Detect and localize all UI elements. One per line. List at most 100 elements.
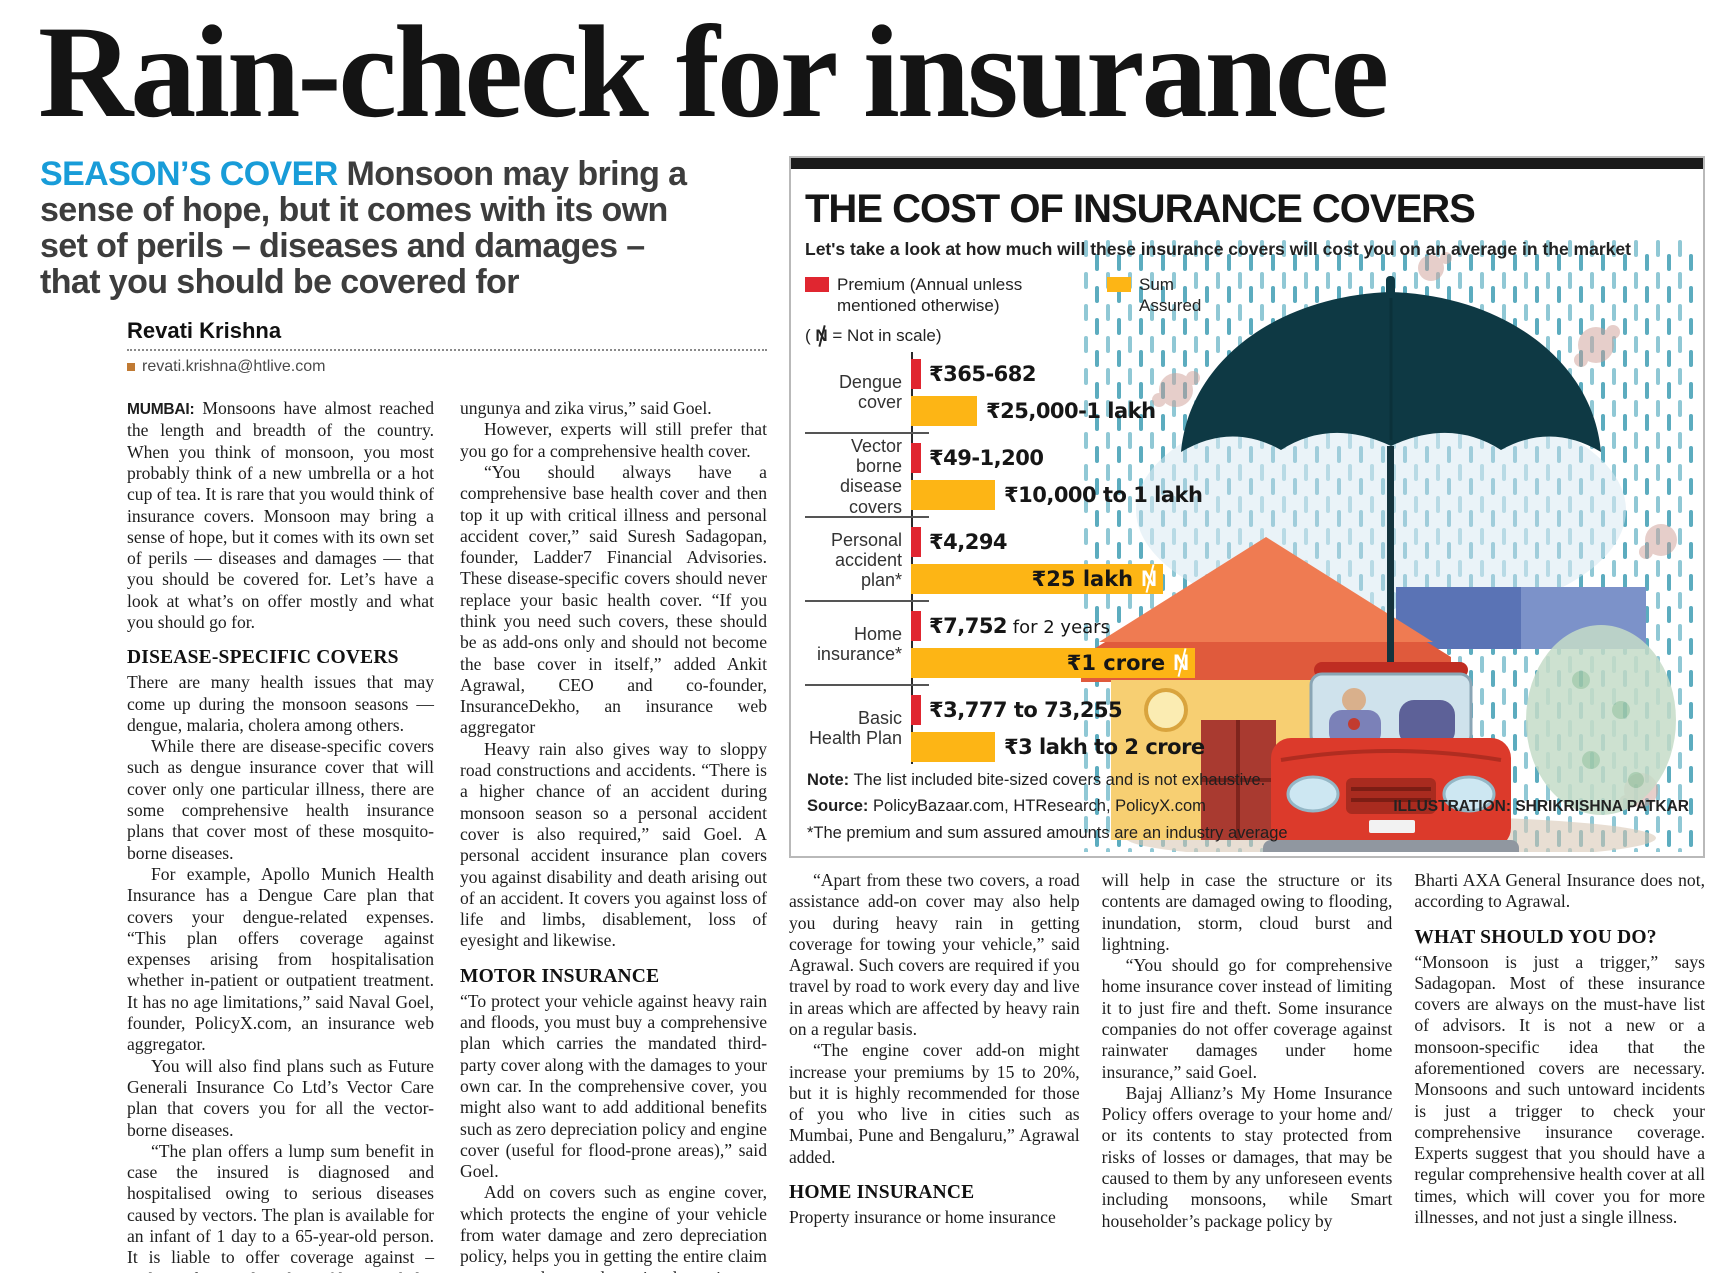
chart-row-home-insurance: Home insurance* ₹7,752 for 2 years ₹1 cr… <box>805 602 1245 687</box>
premium-bar <box>911 694 921 725</box>
premium-value: ₹7,752 for 2 years <box>929 613 1110 638</box>
sum-value: ₹25,000-1 lakh <box>986 398 1156 423</box>
sum-swatch-icon <box>1107 276 1131 292</box>
kicker-text: Monsoon may bring a sense of hope, but i… <box>40 154 687 301</box>
paragraph: There are many health issues that may co… <box>127 672 434 735</box>
right-block: THE COST OF INSURANCE COVERS Let's take … <box>789 155 1705 1273</box>
chart-row-basic-health: Basic Health Plan ₹3,777 to 73,255 ₹3 la… <box>805 686 1245 770</box>
infographic: THE COST OF INSURANCE COVERS Let's take … <box>789 155 1705 858</box>
not-in-scale-icon: N <box>815 326 828 346</box>
kicker: SEASON’S COVER Monsoon may bring a sense… <box>40 156 695 300</box>
not-in-scale-icon: N <box>1173 649 1189 675</box>
premium-swatch-icon <box>805 276 829 292</box>
author-email[interactable]: revati.krishna@htlive.com <box>142 358 326 376</box>
paragraph: “The engine cover add-on might increase … <box>789 1040 1080 1167</box>
article-column-4: will help in case the structure or its c… <box>1102 870 1393 1232</box>
infographic-title: THE COST OF INSURANCE COVERS <box>805 186 1476 231</box>
not-in-scale-icon: N <box>1141 565 1157 591</box>
paragraph: You will also find plans such as Future … <box>127 1055 434 1140</box>
premium-bar <box>911 358 921 389</box>
passenger <box>1399 699 1455 746</box>
sum-value: ₹25 lakh <box>1031 566 1134 591</box>
section-header-home: HOME INSURANCE <box>789 1182 975 1204</box>
sum-value: ₹1 crore <box>1066 650 1166 675</box>
note-text: Note: The list included bite-sized cover… <box>807 770 1266 789</box>
chart-row-vector-borne: Vector borne disease covers ₹49-1,200 ₹1… <box>805 434 1245 519</box>
infographic-notes: Note: The list included bite-sized cover… <box>807 767 1288 846</box>
source-text: Source: PolicyBazaar.com, HTResearch, Po… <box>807 797 1206 816</box>
lead-text: Monsoons have almost reached the length … <box>127 398 434 632</box>
paragraph: “Monsoon is just a trigger,” says Sadago… <box>1414 951 1706 1228</box>
paragraph: “To protect your vehicle against heavy r… <box>460 990 767 1182</box>
paragraph: “Apart from these two covers, a road ass… <box>789 869 1080 1039</box>
headline: Rain-check for insurance <box>38 0 1389 145</box>
premium-value: ₹365-682 <box>929 361 1037 386</box>
paragraph: However, experts will still prefer that … <box>460 419 767 461</box>
paragraph: ungunya and zika virus,” said Goel. <box>460 398 712 419</box>
paragraph: Property insurance or home insurance <box>789 1207 1056 1228</box>
kicker-label: SEASON’S COVER <box>40 154 338 193</box>
bush-icon <box>1526 624 1676 815</box>
car-icon <box>1263 661 1519 852</box>
cost-chart: Dengue cover ₹365-682 ₹25,000-1 lakh <box>805 350 1245 770</box>
paragraph: Bharti AXA General Insurance does not, a… <box>1414 869 1706 912</box>
article-column-1: MUMBAI: Monsoons have almost reached the… <box>127 398 434 1273</box>
row-label: Basic Health Plan <box>808 708 902 749</box>
chart-axis <box>911 352 913 765</box>
paragraph: “You should go for comprehensive home in… <box>1101 955 1393 1082</box>
paragraph: For example, Apollo Munich Health Insura… <box>127 863 434 1055</box>
chart-row-personal-accident: Personal accident plan* ₹4,294 ₹25 lakh <box>805 518 1245 603</box>
article-column-3: “Apart from these two covers, a road ass… <box>789 870 1080 1232</box>
sum-bar: ₹1 crore N <box>911 647 1195 678</box>
chart-row-dengue: Dengue cover ₹365-682 ₹25,000-1 lakh <box>805 350 1245 435</box>
article-column-5: Bharti AXA General Insurance does not, a… <box>1414 870 1705 1232</box>
row-label: Dengue cover <box>838 372 902 413</box>
scale-note: ( N = Not in scale) <box>805 326 942 346</box>
paragraph: MUMBAI: Monsoons have almost reached the… <box>127 398 434 633</box>
sum-value: ₹3 lakh to 2 crore <box>1004 734 1205 759</box>
main-layout: SEASON’S COVER Monsoon may bring a sense… <box>40 156 1705 1273</box>
paragraph: will help in case the structure or its c… <box>1101 869 1393 954</box>
paragraph: Add on covers such as engine cover, whic… <box>460 1182 767 1273</box>
legend-sum: Sum Assured <box>1107 274 1219 317</box>
monsoon-illustration <box>1081 239 1699 852</box>
article-left-block: SEASON’S COVER Monsoon may bring a sense… <box>40 156 767 1273</box>
row-label: Personal accident plan* <box>830 530 902 591</box>
paragraph: Bajaj Allianz’s My Home Insurance Policy… <box>1101 1082 1393 1231</box>
illustration-credit: ILLUSTRATION: SHRIKRISHNA PATKAR <box>1393 797 1689 815</box>
umbrella-icon <box>1181 275 1601 681</box>
premium-value: ₹4,294 <box>929 529 1008 554</box>
section-header-disease: DISEASE-SPECIFIC COVERS <box>127 647 399 669</box>
section-header-what-to-do: WHAT SHOULD YOU DO? <box>1414 926 1657 948</box>
row-label: Vector borne disease covers <box>839 436 902 517</box>
byline: Revati Krishna revati.krishna@htlive.com <box>127 318 767 376</box>
premium-value: ₹49-1,200 <box>929 445 1044 470</box>
driver <box>1329 687 1381 746</box>
sum-value: ₹10,000 to 1 lakh <box>1004 482 1203 507</box>
sum-bar: ₹25 lakh N <box>911 563 1163 594</box>
infographic-top-bar <box>791 157 1703 169</box>
infographic-subtitle: Let's take a look at how much will these… <box>805 238 1631 259</box>
paragraph: Heavy rain also gives way to sloppy road… <box>460 738 767 951</box>
paragraph: “You should always have a comprehensive … <box>460 461 767 738</box>
chart-legend: Premium (Annual unless mentioned otherwi… <box>805 274 1225 317</box>
article-bottom-columns: “Apart from these two covers, a road ass… <box>789 870 1705 1232</box>
paragraph: “The plan offers a lump sum benefit in c… <box>127 1140 434 1273</box>
legend-premium-label: Premium (Annual unless mentioned otherwi… <box>837 274 1023 316</box>
email-bullet-icon <box>127 363 135 372</box>
sum-bar <box>911 731 995 762</box>
row-label: Home insurance* <box>816 624 902 665</box>
legend-premium: Premium (Annual unless mentioned otherwi… <box>805 274 1037 317</box>
footnote-text: *The premium and sum assured amounts are… <box>807 823 1288 842</box>
legend-sum-label: Sum Assured <box>1139 274 1202 316</box>
section-header-motor: MOTOR INSURANCE <box>460 965 660 987</box>
sum-bar <box>911 395 977 426</box>
premium-value: ₹3,777 to 73,255 <box>929 697 1123 722</box>
premium-bar <box>911 526 921 557</box>
premium-bar <box>911 610 921 641</box>
premium-bar <box>911 442 921 473</box>
paragraph: While there are disease-specific covers … <box>127 736 434 863</box>
dateline: MUMBAI: <box>127 401 195 419</box>
sum-bar <box>911 479 995 510</box>
